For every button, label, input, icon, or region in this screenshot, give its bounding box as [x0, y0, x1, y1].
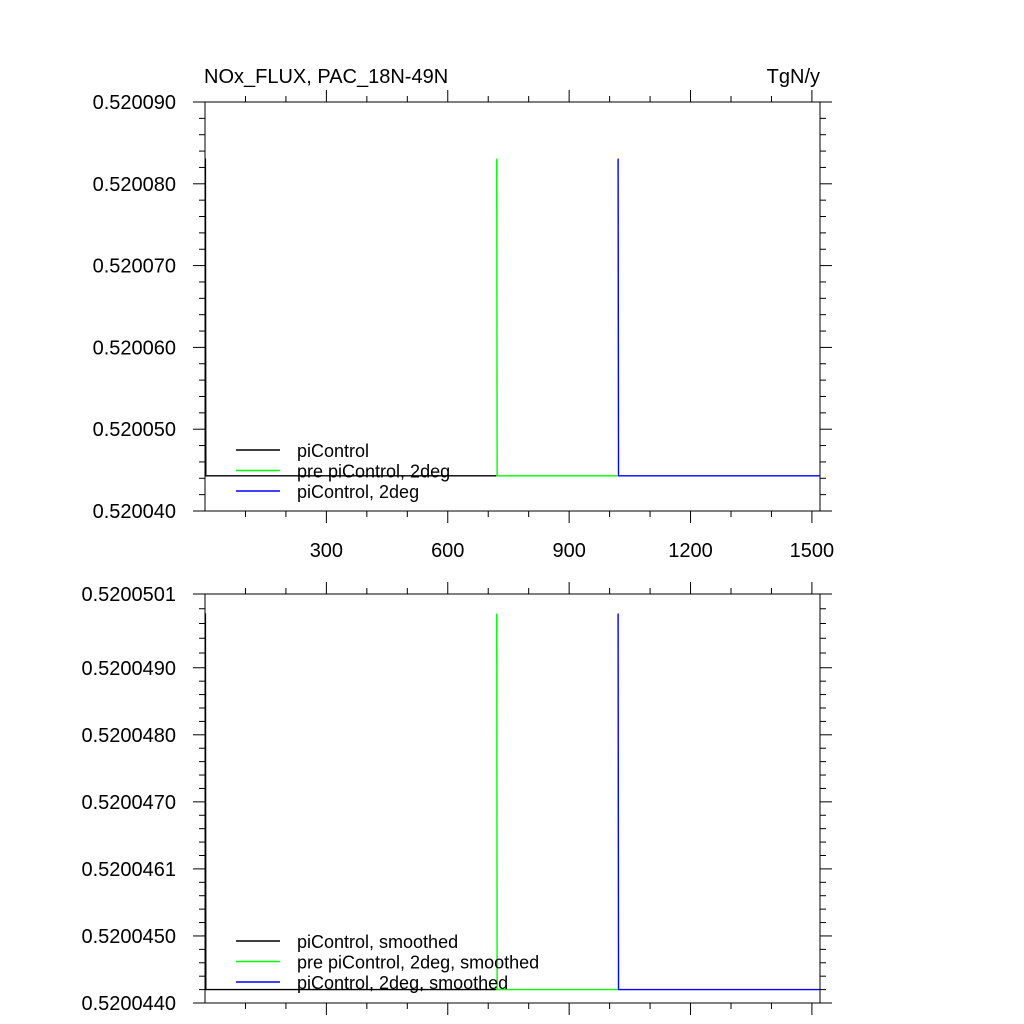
- chart-units: TgN/y: [767, 66, 820, 88]
- series-line: [205, 613, 497, 991]
- y-tick-label: 0.5200501: [81, 584, 176, 606]
- chart-title: NOx_FLUX, PAC_18N-49N: [204, 66, 448, 88]
- series-group: [205, 158, 820, 477]
- top-panel: 300 600 900 1200 1500 0.520040 0.520050 0.52006…: [93, 90, 835, 562]
- legend-label: piControl, 2deg, smoothed: [297, 973, 508, 993]
- y-tick-label: 0.5200440: [81, 993, 176, 1015]
- y-tick-label: 0.5200461: [81, 859, 176, 881]
- series-line: [496, 613, 618, 991]
- x-tick-label: 900: [552, 540, 585, 562]
- y-tick-label: 0.520090: [93, 92, 176, 114]
- y-tick-label: 0.520060: [93, 337, 176, 359]
- bottom-panel: 0.5200440 0.5200450 0.5200461 0.5200470 0.52…: [81, 582, 832, 1015]
- y-tick-label: 0.5200480: [81, 725, 176, 747]
- legend-label: piControl: [297, 441, 369, 461]
- y-tick-label: 0.5200470: [81, 792, 176, 814]
- legend-label: piControl, 2deg: [297, 482, 419, 502]
- series-line: [617, 158, 820, 477]
- legend-label: piControl, smoothed: [297, 932, 458, 952]
- y-tick-label: 0.5200490: [81, 658, 176, 680]
- y-tick-label: 0.520040: [93, 501, 176, 523]
- y-tick-label: 0.520080: [93, 174, 176, 196]
- legend-label: pre piControl, 2deg, smoothed: [297, 953, 539, 973]
- series-line: [205, 158, 497, 477]
- series-group: [205, 613, 820, 991]
- y-tick-label: 0.520050: [93, 419, 176, 441]
- x-tick-label: 600: [431, 540, 464, 562]
- y-tick-label: 0.5200450: [81, 926, 176, 948]
- legend-label: pre piControl, 2deg: [297, 462, 450, 482]
- x-tick-label: 1500: [790, 540, 835, 562]
- series-line: [617, 613, 820, 991]
- x-tick-label: 1200: [668, 540, 713, 562]
- y-tick-label: 0.520070: [93, 256, 176, 278]
- series-line: [496, 158, 618, 477]
- x-tick-label: 300: [310, 540, 343, 562]
